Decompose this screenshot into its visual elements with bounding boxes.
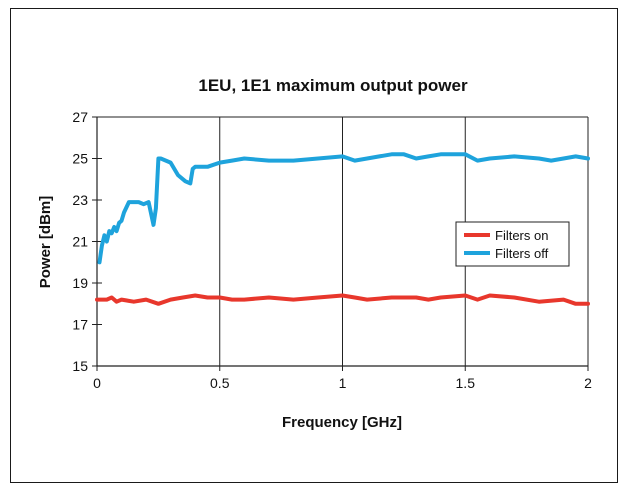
y-tick-label-5: 25 xyxy=(72,151,88,167)
x-tick-label-3: 1.5 xyxy=(456,375,476,391)
y-tick-label-2: 19 xyxy=(72,275,88,291)
x-tick-label-2: 1 xyxy=(339,375,347,391)
y-tick-label-1: 17 xyxy=(72,317,88,333)
y-tick-label-0: 15 xyxy=(72,358,88,374)
y-tick-label-4: 23 xyxy=(72,192,88,208)
x-tick-label-4: 2 xyxy=(584,375,592,391)
x-axis-label: Frequency [GHz] xyxy=(282,414,402,431)
plot-area: 15 17 19 21 23 25 27 0 0.5 1 1.5 2 Filters on Filters… xyxy=(72,109,592,391)
series-line-filters-on xyxy=(95,293,590,306)
x-tick-label-0: 0 xyxy=(93,375,101,391)
legend-label-0: Filters on xyxy=(495,228,548,243)
chart-title: 1EU, 1E1 maximum output power xyxy=(198,76,468,95)
x-tick-label-1: 0.5 xyxy=(210,375,230,391)
y-tick-label-6: 27 xyxy=(72,109,88,125)
legend-box xyxy=(455,221,570,267)
series-line-filters-off xyxy=(97,152,590,265)
y-tick-label-3: 21 xyxy=(72,234,88,250)
y-axis-label: Power [dBm] xyxy=(37,196,54,289)
legend-label-1: Filters off xyxy=(495,246,549,261)
